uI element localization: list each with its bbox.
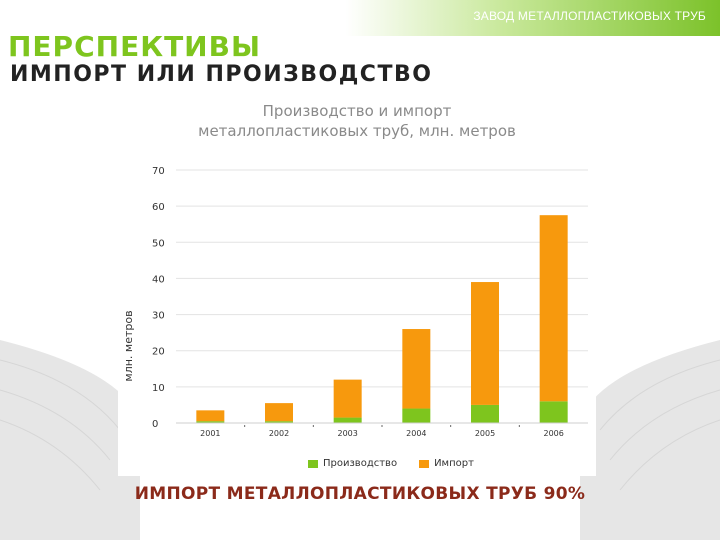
x-tick-label: 2006 — [543, 429, 563, 438]
chart-title-line2: металлопластиковых труб, млн. метров — [198, 122, 516, 140]
bar-import — [333, 379, 362, 418]
legend-label-production: Производство — [323, 458, 398, 469]
y-tick-label: 30 — [152, 311, 165, 322]
bar-production — [471, 404, 499, 423]
y-tick-label: 60 — [152, 202, 165, 213]
x-tick-label: 2005 — [475, 429, 495, 438]
y-tick-label: 50 — [152, 238, 165, 249]
bar-import — [402, 329, 431, 409]
bar-import — [539, 215, 568, 402]
bar-production — [265, 421, 293, 423]
chart-title-line1: Производство и импорт — [262, 102, 452, 120]
bar-import — [196, 410, 225, 422]
legend-item-production: Производство — [308, 458, 397, 469]
import-share-caption: ИМПОРТ МЕТАЛЛОПЛАСТИКОВЫХ ТРУБ 90% — [134, 484, 586, 504]
bar-production — [196, 421, 225, 423]
x-tick-label: 2002 — [269, 429, 289, 438]
company-name: ЗАВОД МЕТАЛЛОПЛАСТИКОВЫХ ТРУБ — [473, 9, 706, 23]
legend-label-import: Импорт — [434, 458, 474, 469]
y-tick-label: 10 — [152, 383, 165, 394]
page-title: ПЕРСПЕКТИВЫ — [8, 30, 261, 63]
bar-chart: 0 10 20 30 40 50 60 70 2001 2002 2003 2004 2005 2006 — [152, 166, 588, 438]
y-tick-label: 20 — [152, 347, 165, 358]
page-subtitle: ИМПОРТ ИЛИ ПРОИЗВОДСТВО — [10, 62, 433, 87]
bar-production — [333, 417, 362, 423]
top-banner: ЗАВОД МЕТАЛЛОПЛАСТИКОВЫХ ТРУБ — [0, 0, 720, 36]
background-decoration — [0, 340, 720, 540]
legend-swatch-import — [419, 459, 430, 468]
bar-production — [539, 401, 568, 423]
y-tick-label: 70 — [152, 166, 165, 177]
y-axis-label: млн. метров — [122, 310, 135, 382]
y-tick-label: 40 — [152, 274, 165, 285]
x-tick-label: 2004 — [406, 429, 426, 438]
bar-import — [265, 403, 293, 422]
legend-item-import: Импорт — [419, 458, 474, 469]
chart-panel: Производство и импорт металлопластиковых… — [118, 96, 596, 476]
chart-legend: Производство Импорт — [308, 458, 474, 469]
x-tick-label: 2001 — [200, 429, 220, 438]
legend-swatch-production — [308, 459, 318, 468]
bar-production — [402, 408, 431, 423]
bar-import — [471, 282, 499, 405]
x-tick-label: 2003 — [337, 429, 357, 438]
y-tick-label: 0 — [152, 419, 158, 430]
